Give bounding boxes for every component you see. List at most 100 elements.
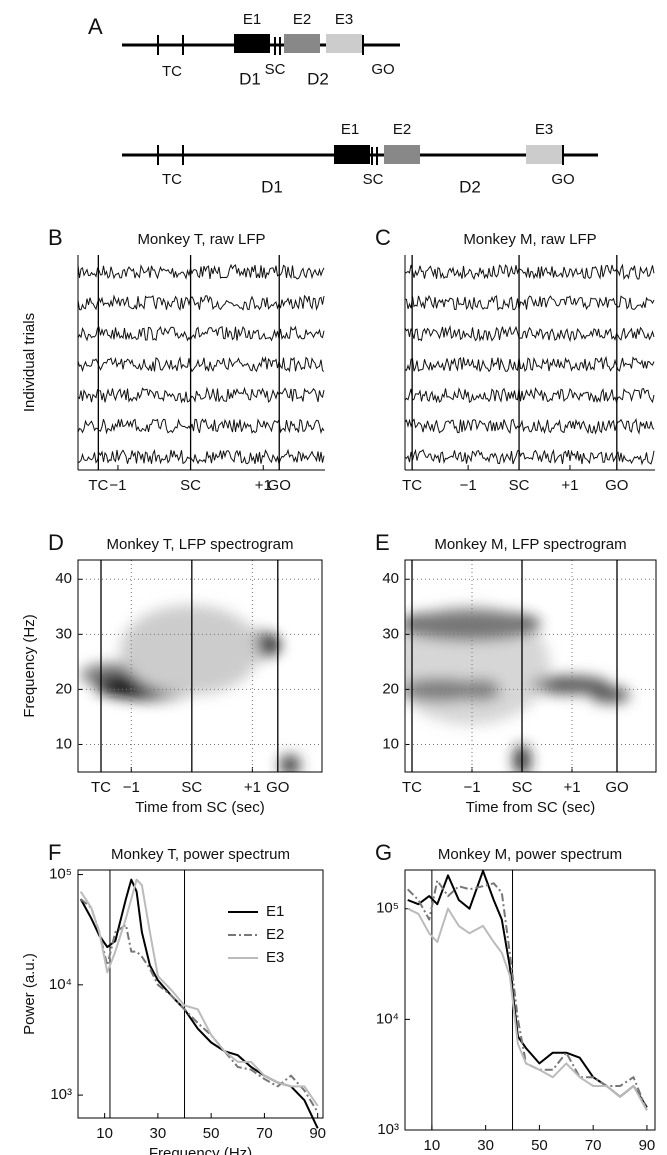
y-axis-label: Individual trials	[21, 313, 38, 412]
epoch-label: E3	[335, 11, 353, 28]
y-tick-label: 10	[382, 735, 399, 752]
epoch	[234, 34, 270, 53]
delay-label: D1	[261, 177, 283, 196]
lfp-trace	[404, 263, 655, 281]
delay-label: D1	[239, 69, 261, 88]
delay-label: D2	[307, 69, 329, 88]
x-tick-label: 10	[424, 1137, 441, 1154]
legend-label: E1	[266, 903, 284, 920]
x-tick-label: 50	[531, 1137, 548, 1154]
spectrogram-image	[80, 605, 300, 772]
x-tick-label: 30	[477, 1137, 494, 1154]
epoch	[334, 145, 370, 164]
x-tick-label: +1	[563, 779, 580, 796]
chart-title: Monkey T, raw LFP	[137, 231, 265, 248]
x-tick-label: SC	[512, 779, 533, 796]
epoch	[526, 145, 562, 164]
x-tick-label: −1	[109, 477, 126, 494]
lfp-trace	[77, 325, 325, 342]
lfp-trace	[77, 418, 325, 435]
event-label: GO	[371, 61, 394, 78]
chart-title: Monkey M, power spectrum	[438, 846, 622, 863]
x-tick-label: 30	[150, 1125, 167, 1142]
event-label: SC	[363, 171, 384, 188]
epoch-label: E3	[535, 121, 553, 138]
panel-label: F	[48, 840, 61, 865]
lfp-trace	[404, 324, 655, 343]
epoch-label: E1	[243, 11, 261, 28]
panel-label: D	[48, 530, 64, 555]
delay-label: D2	[459, 177, 481, 196]
epoch	[326, 34, 362, 53]
chart-title: Monkey T, LFP spectrogram	[106, 536, 293, 553]
y-tick-label: 40	[55, 570, 72, 587]
x-axis-label: Time from SC (sec)	[466, 799, 595, 816]
x-tick-label: −1	[463, 779, 480, 796]
y-tick-label: 30	[55, 625, 72, 642]
spectrum-line	[406, 879, 648, 1111]
lfp-trace	[77, 294, 325, 311]
x-tick-label: 90	[309, 1125, 326, 1142]
x-tick-label: TC	[91, 779, 111, 796]
spectrum-line	[407, 869, 648, 1108]
panel-label: B	[48, 225, 63, 250]
x-tick-label: 10	[96, 1125, 113, 1142]
task-diagram: A E1 E2 E3 TC SC GO D1 D2 E1 E2 E3 TC SC…	[88, 11, 598, 196]
chart-title: Monkey M, LFP spectrogram	[434, 536, 626, 553]
y-tick-label: 20	[55, 680, 72, 697]
x-tick-label: 70	[585, 1137, 602, 1154]
panel-label: E	[375, 530, 390, 555]
spectrum-line	[407, 907, 648, 1111]
x-tick-label: 50	[203, 1125, 220, 1142]
epoch-label: E2	[393, 121, 411, 138]
x-tick-label: SC	[181, 779, 202, 796]
lfp-trace	[404, 386, 655, 404]
spectrum-line	[79, 878, 319, 1107]
x-tick-label: −1	[460, 477, 477, 494]
x-tick-label: TC	[88, 477, 108, 494]
panel-label: C	[375, 225, 391, 250]
panel-label: G	[375, 840, 392, 865]
event-label: TC	[162, 63, 182, 80]
lfp-trace	[77, 448, 325, 466]
y-tick-label: 10⁴	[49, 976, 72, 993]
y-tick-label: 10³	[377, 1121, 399, 1138]
lfp-trace	[404, 294, 655, 311]
lfp-trace	[77, 386, 325, 404]
x-tick-label: GO	[605, 779, 628, 796]
lfp-trace	[404, 448, 655, 466]
legend-label: E3	[266, 949, 284, 966]
y-axis-label: Power (a.u.)	[21, 953, 38, 1035]
epoch-label: E2	[293, 11, 311, 28]
x-tick-label: GO	[266, 779, 289, 796]
event-label: GO	[551, 171, 574, 188]
plot-frame	[78, 255, 325, 470]
x-tick-label: −1	[123, 779, 140, 796]
y-tick-label: 10	[55, 735, 72, 752]
x-tick-label: +1	[244, 779, 261, 796]
spectrum-line	[80, 898, 319, 1113]
y-tick-label: 10⁵	[49, 866, 72, 883]
lfp-trace	[77, 263, 325, 280]
lfp-trace	[77, 355, 325, 373]
chart-title: Monkey M, raw LFP	[463, 231, 596, 248]
event-label: TC	[162, 171, 182, 188]
epoch	[284, 34, 320, 53]
x-tick-label: GO	[268, 477, 291, 494]
epoch-label: E1	[341, 121, 359, 138]
x-tick-label: TC	[402, 477, 422, 494]
x-tick-label: SC	[509, 477, 530, 494]
event-label: SC	[265, 61, 286, 78]
y-axis-label: Frequency (Hz)	[21, 614, 38, 717]
y-tick-label: 40	[382, 570, 399, 587]
x-tick-label: +1	[561, 477, 578, 494]
panel-label: A	[88, 14, 103, 39]
x-tick-label: SC	[180, 477, 201, 494]
chart-title: Monkey T, power spectrum	[111, 846, 290, 863]
x-axis-label: Time from SC (sec)	[135, 799, 264, 816]
x-tick-label: TC	[402, 779, 422, 796]
x-tick-label: +1	[255, 477, 272, 494]
plot-frame	[404, 559, 657, 773]
y-tick-label: 10⁵	[376, 900, 399, 917]
